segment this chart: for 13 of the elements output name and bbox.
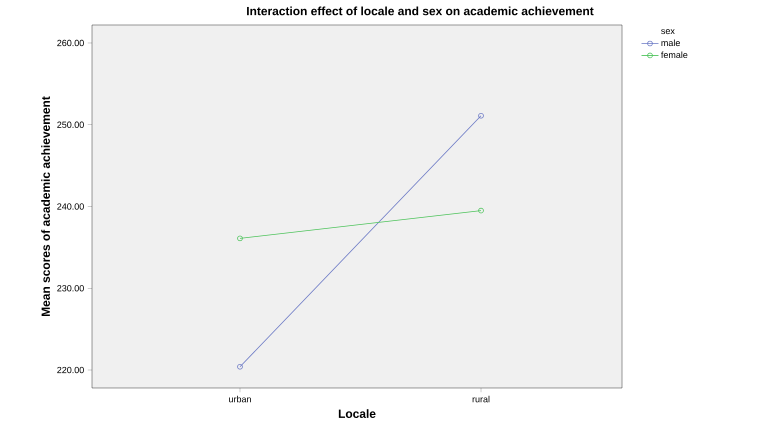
- y-tick-label: 250.00: [57, 122, 84, 128]
- y-tick-label: 260.00: [57, 40, 84, 46]
- legend-label: female: [661, 51, 688, 58]
- legend-label: male: [661, 39, 680, 46]
- x-tick-label: urban: [229, 396, 251, 402]
- y-axis-title: Mean scores of academic achievement: [41, 96, 50, 316]
- x-tick-label: rural: [472, 396, 490, 402]
- legend-title: sex: [661, 29, 675, 34]
- y-tick-label: 220.00: [57, 366, 84, 374]
- y-tick-label: 240.00: [57, 203, 84, 210]
- y-tick-label: 230.00: [57, 285, 84, 292]
- chart-title: Interaction effect of locale and sex on academic achievement: [247, 6, 594, 16]
- x-axis-title: Locale: [338, 409, 376, 418]
